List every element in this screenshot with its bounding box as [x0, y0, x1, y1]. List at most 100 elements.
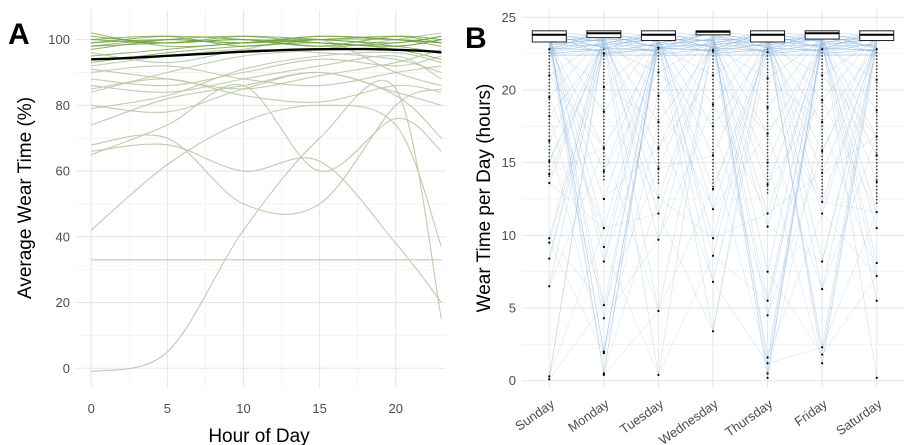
panel-b-outlier-point [602, 128, 605, 131]
panel-b-outlier-point [548, 95, 551, 97]
panel-b-outlier-point [657, 178, 660, 181]
panel-b-outlier-point [875, 98, 878, 101]
panel-b-connecting-line [658, 43, 714, 198]
panel-b-connecting-line [712, 34, 768, 49]
panel-b-outlier-point [602, 373, 605, 377]
panel-b-connecting-line [712, 33, 768, 332]
panel-b-outlier-point [548, 65, 551, 67]
panel-b-connecting-line [821, 121, 877, 277]
panel-a-individual-line-25 [91, 55, 442, 93]
panel-b-outlier-point [766, 225, 769, 228]
panel-b-outlier-point [657, 98, 660, 101]
panel-b-connecting-line [548, 53, 605, 259]
panel-a-x-tick-label: 5 [164, 401, 171, 416]
panel-b-connecting-line [767, 133, 823, 290]
panel-b-connecting-line [767, 40, 823, 290]
panel-b-connecting-line [658, 34, 714, 240]
panel-b-connecting-line [767, 40, 823, 185]
panel-b-connecting-line [767, 48, 823, 54]
panel-b-connecting-line [767, 44, 823, 47]
panel-b-outlier-point [548, 165, 551, 168]
panel-a-y-tick-label: 80 [56, 98, 70, 113]
panel-b-connecting-line [549, 43, 605, 172]
panel-b-outlier-point [821, 65, 824, 67]
panel-b-outlier-point [548, 71, 551, 74]
panel-b-y-tick-label: 20 [502, 82, 516, 97]
panel-b-outlier-point [657, 138, 660, 141]
panel-b-connecting-line [767, 213, 823, 358]
panel-b-y-tick-label: 5 [509, 301, 516, 316]
panel-b-connecting-line [712, 43, 768, 316]
panel-b-outlier-point [766, 55, 769, 57]
panel-b-connecting-line [767, 33, 823, 101]
panel-b-connecting-line [767, 46, 823, 301]
panel-b-box-friday [804, 30, 840, 40]
panel-b-connecting-line [712, 47, 768, 52]
panel-b-outlier-point [875, 145, 878, 148]
panel-b-outlier-point [875, 121, 878, 124]
panel-b-outlier-point [875, 61, 878, 64]
panel-b-connecting-line [549, 43, 605, 175]
panel-b-outlier-point [711, 103, 715, 106]
panel-b-connecting-line [712, 43, 768, 52]
panel-b-outlier-point [657, 147, 660, 150]
panel-b-outlier-point [766, 165, 769, 168]
panel-b-outlier-point [602, 101, 605, 104]
panel-b-connecting-line [658, 46, 714, 123]
panel-b-connecting-line [548, 140, 605, 354]
panel-b-outlier-point [875, 118, 878, 121]
panel-b-outlier-point [821, 195, 824, 198]
panel-b-connecting-line [658, 40, 714, 282]
panel-b-outlier-point [657, 46, 660, 49]
panel-b-outlier-point [602, 51, 605, 54]
panel-b-connecting-line [548, 34, 605, 239]
panel-b-connecting-line [549, 38, 605, 76]
panel-b-connecting-line [767, 43, 823, 348]
panel-b-outlier-point [766, 376, 769, 379]
panel-b-connecting-line [712, 34, 768, 256]
panel-b-connecting-line [603, 44, 659, 47]
panel-b-outlier-point [712, 68, 714, 71]
panel-b-connecting-line [767, 48, 823, 54]
panel-b-outlier-point [875, 226, 878, 230]
panel-b-connecting-line [821, 34, 878, 262]
panel-b-connecting-line [767, 46, 823, 76]
panel-b-outlier-point [875, 75, 878, 77]
panel-b-outlier-point [602, 170, 605, 173]
panel-a-individual-line-23 [91, 35, 442, 47]
panel-b-outlier-point [657, 121, 660, 124]
panel-b-outlier-point [766, 299, 769, 302]
panel-b-connecting-line [603, 86, 659, 123]
panel-b-outlier-point [712, 148, 714, 151]
panel-b-outlier-point [821, 58, 824, 61]
panel-b-outlier-point [875, 198, 878, 201]
panel-b-outlier-point [657, 108, 660, 111]
panel-b-outlier-point [821, 145, 824, 148]
panel-b-outlier-point [821, 353, 824, 356]
panel-b-connecting-line [548, 40, 605, 306]
panel-b-outlier-point [712, 155, 714, 158]
panel-b-outlier-point [712, 105, 714, 107]
panel-b-connecting-line [603, 40, 659, 200]
panel-b-outlier-point [548, 139, 551, 142]
panel-b-outlier-point [875, 105, 878, 107]
panel-b-outlier-point [548, 378, 551, 381]
panel-b-outlier-point [766, 172, 769, 174]
panel-b-outlier-point [548, 118, 551, 121]
panel-b-outlier-point [548, 160, 551, 163]
panel-b-outlier-point [602, 125, 605, 128]
panel-b-connecting-line [822, 48, 877, 54]
panel-b-outlier-point [875, 95, 878, 97]
panel-b-outlier-point [875, 71, 878, 74]
panel-b-boxes [531, 30, 895, 43]
panel-b-outlier-point [712, 78, 714, 81]
panel-b-connecting-line [658, 255, 714, 376]
panel-b-outlier-point [548, 75, 551, 77]
panel-b-outlier-point [602, 226, 605, 230]
panel-b-connecting-line [712, 43, 768, 163]
panel-b-connecting-line [822, 47, 877, 52]
panel-b-outlier-point [548, 131, 551, 134]
panel-b-outlier-point [657, 373, 660, 377]
panel-b-outlier-point [875, 88, 878, 91]
panel-b-letter: B [465, 22, 487, 55]
